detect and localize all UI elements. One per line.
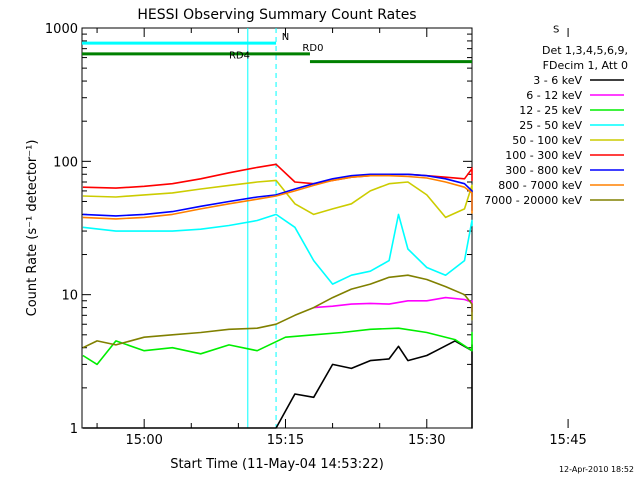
y-tick-label: 1000 [45, 22, 78, 37]
y-tick-label: 10 [61, 289, 78, 304]
flag-label: RD4 [229, 51, 250, 62]
x-tick-label: 15:45 [549, 433, 586, 448]
legend-label: 6 - 12 keV [526, 89, 582, 102]
legend-header: FDecim 1, Att 0 [543, 59, 628, 72]
series-line-0 [82, 340, 473, 429]
series-line-3 [82, 213, 473, 285]
x-tick-label: 15:15 [267, 433, 304, 448]
legend-label: 300 - 800 keV [505, 164, 582, 177]
plot-frame [81, 27, 473, 429]
y-axis-label: Count Rate (s⁻¹ detector⁻¹) [25, 140, 40, 317]
legend-label: 50 - 100 keV [512, 134, 582, 147]
flag-label: S [553, 24, 559, 35]
flag-label: RD0 [302, 43, 323, 54]
series-line-8 [82, 274, 473, 349]
x-axis-label: Start Time (11-May-04 14:53:22) [170, 457, 384, 472]
series-line-1 [313, 296, 473, 313]
legend-label: 25 - 50 keV [519, 119, 582, 132]
flag-label: N [282, 32, 289, 43]
legend-label: 3 - 6 keV [533, 74, 582, 87]
x-tick-label: 15:30 [408, 433, 445, 448]
series-line-7 [82, 174, 473, 220]
chart-title: HESSI Observing Summary Count Rates [137, 7, 416, 23]
legend-label: 100 - 300 keV [505, 149, 582, 162]
date-stamp: 12-Apr-2010 18:52 [558, 465, 634, 474]
series-line-2 [82, 327, 473, 366]
legend-label: 7000 - 20000 keV [484, 194, 582, 207]
legend-header: Det 1,3,4,5,6,9, [542, 44, 628, 57]
y-tick-label: 100 [53, 155, 78, 170]
x-tick-label: 15:00 [125, 433, 162, 448]
legend-label: 12 - 25 keV [519, 104, 582, 117]
y-tick-label: 1 [70, 422, 78, 437]
legend-label: 800 - 7000 keV [498, 179, 582, 192]
